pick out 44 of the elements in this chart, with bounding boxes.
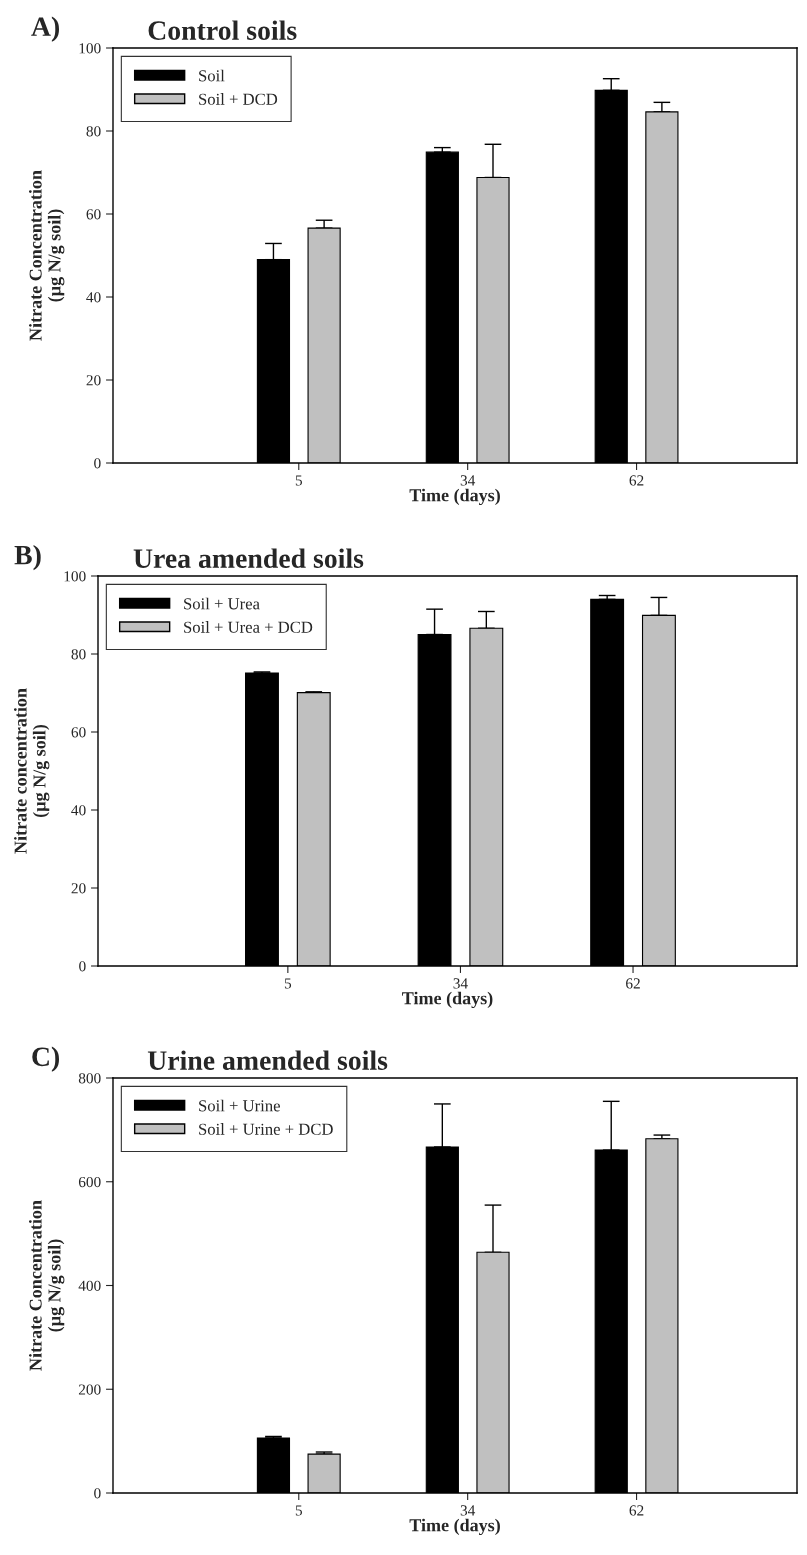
x-tick-label: 34 [460, 475, 476, 486]
y-axis-title: Nitrate Concentration (µg N/g soil) [28, 170, 65, 341]
y-tick-label: 0 [94, 1488, 101, 1499]
x-tick-label: 62 [629, 1505, 644, 1516]
x-tick-label: 5 [295, 1505, 302, 1516]
chart-title: Control soils [148, 20, 297, 40]
y-tick-label: 800 [78, 1073, 101, 1084]
x-tick-label: 5 [295, 475, 302, 486]
y-tick-label: 0 [79, 961, 86, 972]
y-tick-label: 20 [71, 883, 86, 894]
y-tick-label: 40 [86, 292, 101, 303]
x-axis-title: Time (days) [409, 1518, 500, 1536]
y-tick-label: 80 [71, 649, 86, 660]
y-tick-label: 100 [79, 43, 101, 54]
y-tick-label: 600 [78, 1176, 101, 1188]
x-tick-label: 5 [284, 978, 292, 989]
legend-label: Soil + Urea [184, 597, 260, 610]
x-tick-label: 34 [453, 978, 468, 989]
chart-title: Urine amended soils [147, 1050, 388, 1070]
text: B) [14, 544, 41, 571]
y-tick-label: 80 [86, 126, 101, 137]
y-tick-label: 200 [78, 1384, 101, 1395]
y-tick-label: 400 [78, 1280, 101, 1291]
legend-label: Soil + DCD [199, 93, 278, 105]
legend-label: Soil + Urine [199, 1099, 280, 1112]
x-tick-label: 34 [460, 1505, 476, 1516]
x-tick-label: 62 [626, 978, 640, 989]
y-tick-label: 100 [64, 571, 86, 582]
legend-label: Soil [199, 69, 225, 82]
x-axis-title: Time (days) [402, 991, 493, 1009]
y-axis-title: Nitrate concentration (µg N/g soil) [13, 688, 50, 854]
y-tick-label: 40 [71, 805, 86, 816]
y-tick-label: 60 [71, 727, 86, 738]
x-tick-label: 62 [629, 475, 644, 486]
legend-label: Soil + Urine + DCD [199, 1123, 333, 1135]
y-tick-label: 20 [86, 375, 101, 386]
text: C) [32, 1046, 60, 1072]
text: A) [31, 16, 60, 42]
y-axis-title: Nitrate Concentration (µg N/g soil) [28, 1200, 65, 1371]
y-tick-label: 60 [86, 209, 101, 220]
legend-label: Soil + Urea + DCD [184, 621, 313, 633]
chart-title: Urea amended soils [133, 548, 364, 568]
y-tick-label: 0 [94, 458, 101, 469]
x-axis-title: Time (days) [409, 488, 500, 506]
